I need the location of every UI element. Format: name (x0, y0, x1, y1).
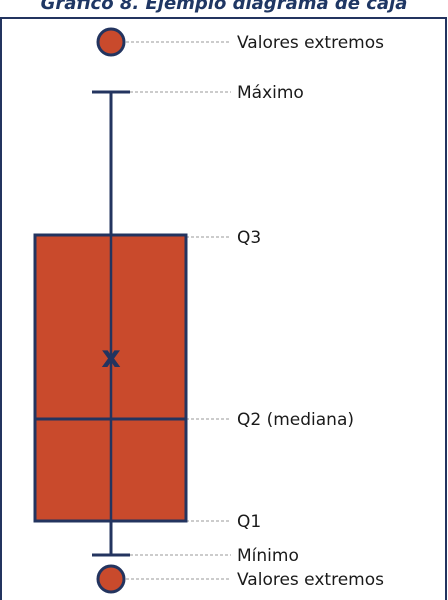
label-outlier-top: Valores extremos (237, 33, 384, 53)
label-q1: Q1 (237, 512, 261, 532)
outlier-bottom (96, 564, 126, 594)
label-q3: Q3 (237, 228, 261, 248)
label-maximum: Máximo (237, 83, 304, 103)
outlier-top (96, 27, 126, 57)
label-q2: Q2 (mediana) (237, 410, 354, 430)
mean-marker: x (101, 340, 120, 375)
diagram-frame (0, 17, 447, 600)
label-minimum: Mínimo (237, 546, 299, 566)
figure-title: Gráfico 8. Ejemplo diagrama de caja (40, 0, 408, 14)
label-outlier-bottom: Valores extremos (237, 570, 384, 590)
